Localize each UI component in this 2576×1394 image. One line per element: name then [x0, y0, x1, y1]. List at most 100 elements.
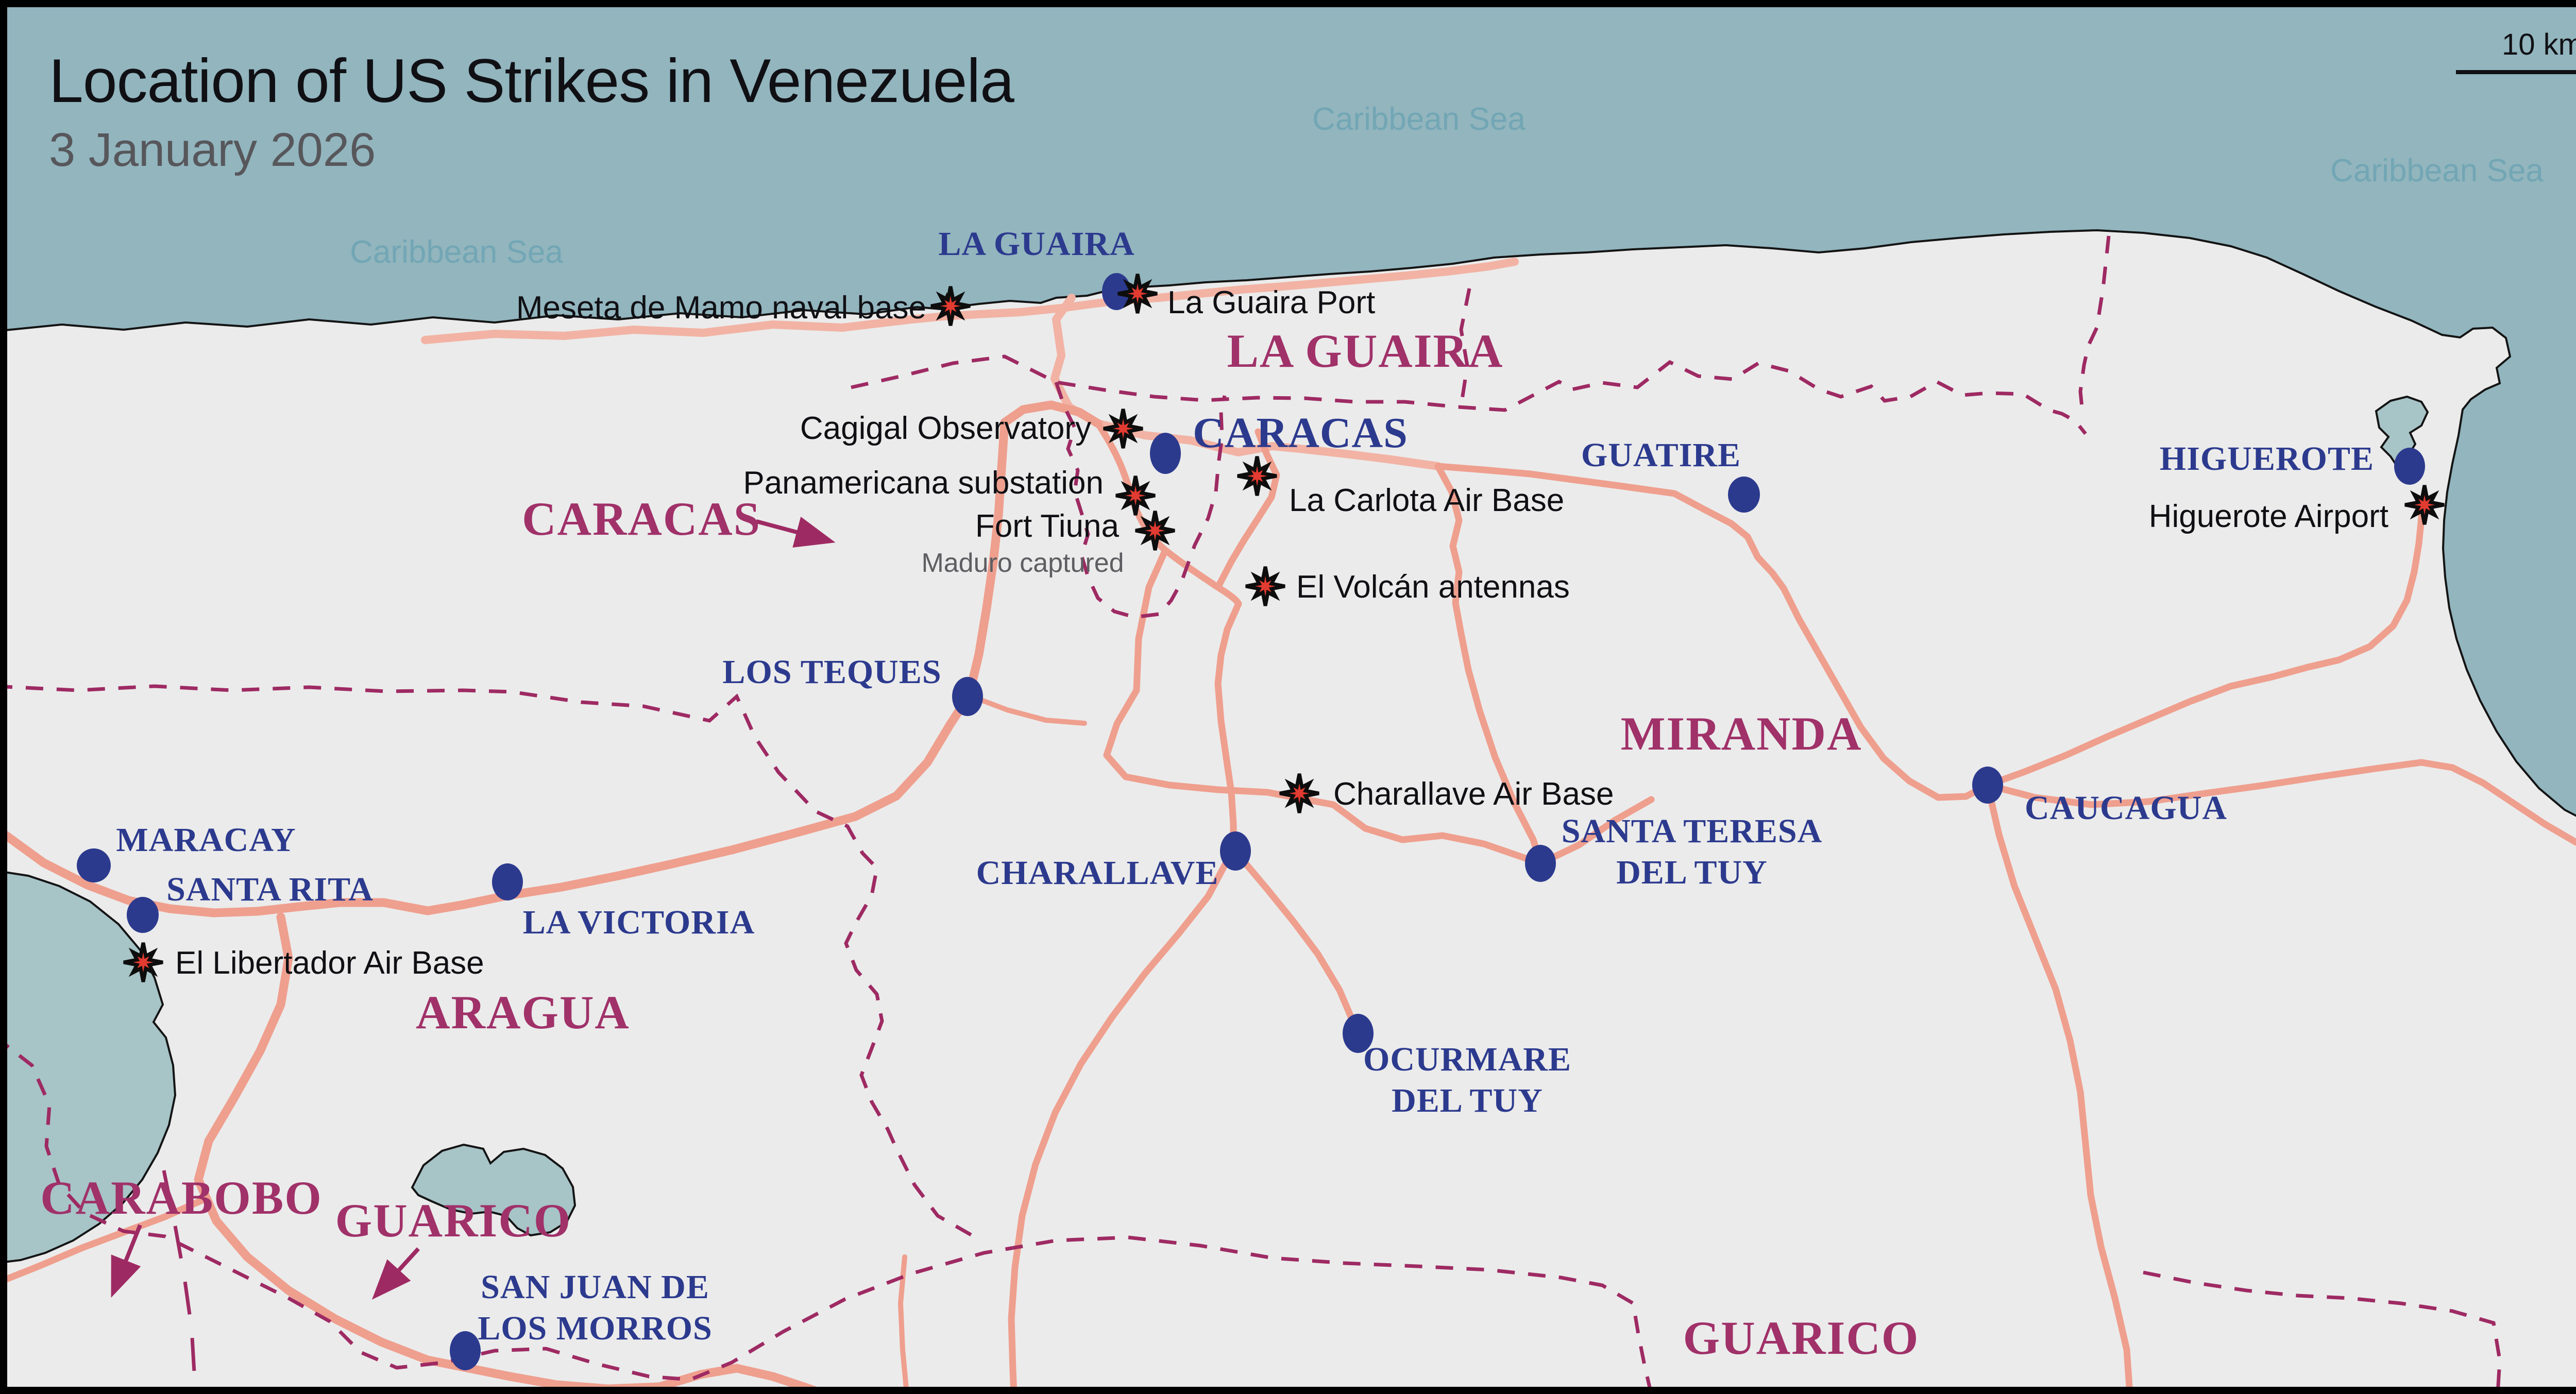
city-label-los-teques: LOS TEQUES: [722, 653, 941, 691]
map-date: 3 January 2026: [49, 124, 376, 176]
strike-marker-fort-tiuna: [1136, 511, 1175, 550]
city-label-san-juan-2: LOS MORROS: [478, 1310, 713, 1347]
carabobo-arrow: [111, 1224, 142, 1298]
coastline: [0, 229, 2576, 817]
strike-label-el-volcan: El Volcán antennas: [1296, 569, 1570, 605]
strike-label-higuerote-airport: Higuerote Airport: [2149, 499, 2388, 534]
city-dot-caucagua: [1972, 767, 2003, 804]
city-dot-la-victoria: [492, 863, 523, 900]
city-label-ocurmare-1: OCURMARE: [1363, 1041, 1571, 1078]
state-labels: LA GUAIRA CARACAS MIRANDA ARAGUA CARABOB…: [40, 325, 1920, 1364]
strike-marker-panamericana: [1116, 476, 1155, 515]
strike-marker-higuerote-airport: [2405, 485, 2444, 524]
higuerote-lagoon: [2375, 395, 2429, 471]
city-label-higuerote: HIGUEROTE: [2160, 440, 2374, 478]
city-label-guatire: GUATIRE: [1581, 436, 1741, 474]
strike-marker-la-guaira-port: [1118, 274, 1157, 313]
strike-label-la-carlota: La Carlota Air Base: [1289, 483, 1564, 518]
road-caracas-charallave: [1214, 600, 1242, 853]
strike-label-la-guaira-port: La Guaira Port: [1167, 285, 1375, 320]
strike-label-fort-tiuna: Fort Tiuna: [975, 508, 1120, 544]
city-dot-santa-teresa: [1525, 845, 1556, 882]
map-title: Location of US Strikes in Venezuela: [49, 46, 1014, 115]
city-label-maracay: MARACAY: [116, 821, 296, 859]
road-caracas-guatire-caucagua: [1434, 463, 1991, 801]
sea-label-west: Caribbean Sea: [350, 234, 563, 270]
state-label-guarico-west: GUARICO: [335, 1194, 572, 1247]
road-coastal: [421, 258, 1519, 344]
road-la-carlota-link: [1214, 428, 1280, 591]
road-sanjuan: [194, 912, 829, 1394]
road-charallave-sw: [1008, 845, 1237, 1394]
scale-bar: 10 km: [2456, 28, 2576, 74]
city-label-la-guaira: LA GUAIRA: [938, 225, 1134, 263]
sea-labels: Caribbean Sea Caribbean Sea Caribbean Se…: [350, 101, 2544, 270]
state-label-guarico-southeast: GUARICO: [1683, 1312, 1920, 1364]
sea-label-east: Caribbean Sea: [2330, 153, 2544, 189]
guarico-arrow: [371, 1247, 420, 1300]
boundary-southeast: [2143, 1270, 2502, 1394]
city-dot-caracas: [1150, 433, 1181, 474]
state-label-carabobo: CARABOBO: [40, 1171, 323, 1224]
boundaries-layer: [0, 235, 2502, 1394]
city-dots: [77, 273, 2425, 1370]
strike-label-meseta-de-mamo: Meseta de Mamo naval base: [516, 290, 926, 326]
city-dot-charallave: [1220, 831, 1251, 871]
city-label-charallave: CHARALLAVE: [976, 854, 1219, 892]
state-label-miranda: MIRANDA: [1621, 707, 1862, 760]
caribbean-sea: [0, 0, 2576, 816]
state-label-caracas: CARACAS: [522, 492, 761, 545]
state-label-aragua: ARAGUA: [416, 986, 630, 1039]
road-arc-highway: [0, 400, 1103, 917]
city-dot-santa-rita: [127, 897, 159, 933]
strike-label-panamericana: Panamericana substation: [743, 465, 1104, 501]
strike-marker-cagigal: [1104, 409, 1143, 448]
city-dot-ocurmare: [1343, 1014, 1374, 1053]
city-dot-la-guaira: [1102, 273, 1131, 310]
road-losteques-spur: [967, 693, 1087, 726]
boundary-capital-district: [1054, 381, 1227, 619]
city-label-santa-teresa-1: SANTA TERESA: [1562, 812, 1823, 850]
city-dot-maracay: [77, 848, 111, 882]
strike-label-el-libertador: El Libertador Air Base: [175, 945, 484, 981]
road-caucagua-east: [1984, 759, 2576, 846]
roads-layer: [0, 258, 2576, 1394]
city-label-ocurmare-2: DEL TUY: [1392, 1082, 1543, 1119]
road-bottom-spur: [898, 1254, 909, 1394]
boundary-north-spur: [2078, 235, 2111, 413]
city-label-la-victoria: LA VICTORIA: [523, 904, 755, 941]
road-charallave-ocumare: [1230, 845, 1362, 1037]
city-label-caracas: CARACAS: [1193, 409, 1408, 457]
road-caucagua-higuerote: [1984, 504, 2426, 789]
strike-marker-la-carlota: [1238, 456, 1277, 496]
small-lake: [411, 1143, 577, 1237]
caracas-state-arrow: [755, 516, 836, 548]
road-east-valley: [1434, 463, 1544, 867]
scale-bar-label: 10 km: [2502, 28, 2576, 61]
strike-label-charallave-ab: Charallave Air Base: [1333, 776, 1614, 812]
road-caucagua-south: [1984, 781, 2133, 1394]
city-dot-guatire: [1728, 477, 1760, 513]
city-labels: LA GUAIRA CARACAS GUATIRE HIGUEROTE LOS …: [116, 225, 2374, 1347]
state-arrows: [111, 516, 836, 1300]
strike-marker-el-volcan: [1246, 567, 1285, 606]
city-dot-los-teques: [952, 677, 983, 716]
city-dot-higuerote: [2394, 448, 2425, 485]
boundary-north: [851, 354, 2087, 435]
sea-label-center: Caribbean Sea: [1312, 101, 1526, 137]
lake-valencia: [0, 870, 177, 1264]
state-label-la-guaira: LA GUAIRA: [1227, 325, 1504, 377]
strike-marker-charallave-ab: [1280, 774, 1319, 813]
title-block: Location of US Strikes in Venezuela 3 Ja…: [49, 46, 1015, 176]
city-label-santa-teresa-2: DEL TUY: [1616, 854, 1768, 891]
city-label-caucagua: CAUCAGUA: [2025, 789, 2227, 827]
boundary-aragua-miranda: [0, 684, 975, 1238]
boundary-carabobo-aragua: [162, 1170, 198, 1394]
strike-marker-el-libertador: [124, 943, 163, 982]
city-label-san-juan-1: SAN JUAN DE: [481, 1268, 709, 1306]
road-left-connector: [0, 1197, 206, 1286]
boundary-south: [0, 1038, 1653, 1394]
